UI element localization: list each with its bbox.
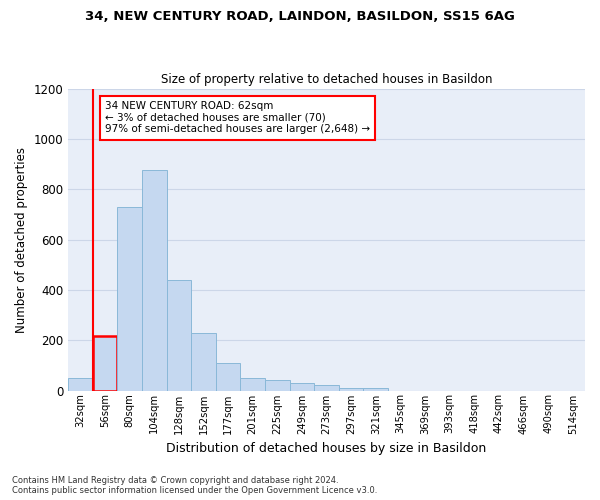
Text: Contains HM Land Registry data © Crown copyright and database right 2024.
Contai: Contains HM Land Registry data © Crown c… [12, 476, 377, 495]
X-axis label: Distribution of detached houses by size in Basildon: Distribution of detached houses by size … [166, 442, 487, 455]
Bar [290, 383, 314, 390]
Bar [314, 385, 339, 390]
Bar [118, 207, 142, 390]
Bar [216, 363, 241, 390]
Bar [241, 378, 265, 390]
Bar [265, 380, 290, 390]
Text: 34, NEW CENTURY ROAD, LAINDON, BASILDON, SS15 6AG: 34, NEW CENTURY ROAD, LAINDON, BASILDON,… [85, 10, 515, 23]
Bar [191, 332, 216, 390]
Text: 34 NEW CENTURY ROAD: 62sqm
← 3% of detached houses are smaller (70)
97% of semi-: 34 NEW CENTURY ROAD: 62sqm ← 3% of detac… [105, 101, 370, 134]
Y-axis label: Number of detached properties: Number of detached properties [15, 146, 28, 332]
Bar [68, 378, 93, 390]
Title: Size of property relative to detached houses in Basildon: Size of property relative to detached ho… [161, 73, 493, 86]
Bar [339, 388, 364, 390]
Bar [142, 170, 167, 390]
Bar [93, 336, 118, 390]
Bar [167, 280, 191, 390]
Bar [364, 388, 388, 390]
